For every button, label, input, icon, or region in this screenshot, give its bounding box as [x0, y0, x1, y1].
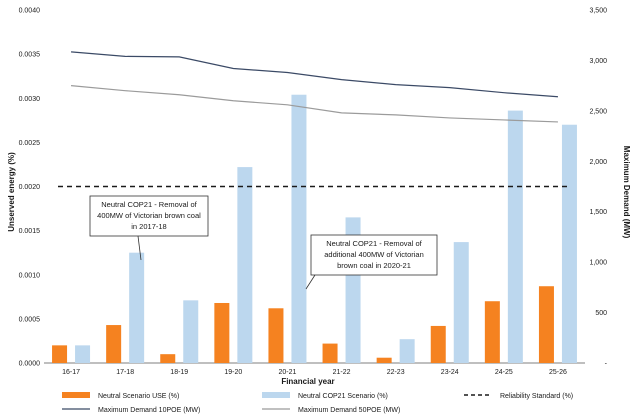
x-tick-label: 17-18 [116, 369, 134, 376]
annotation-leader-line [137, 235, 142, 261]
annotation-text: brown coal in 2020-21 [337, 261, 411, 270]
left-axis-ticks: 0.0000 0.0005 0.0010 0.0015 0.0020 0.0025 0.00… [19, 8, 41, 368]
y2-tick-label: 2,000 [589, 159, 607, 166]
y2-tick-label: 1,000 [589, 260, 607, 267]
annotations: Neutral COP21 - Removal of 400MW of Victo… [89, 195, 438, 290]
annotation-text: in 2017-18 [131, 222, 166, 231]
bar-cop21 [237, 167, 253, 363]
legend-swatch [62, 392, 90, 398]
legend-label: Maximum Demand 50POE (MW) [298, 407, 400, 414]
right-axis-ticks: - 500 1,000 1,500 2,000 2,500 3,000 3,500 [589, 8, 607, 368]
bar-neutral-use [52, 345, 68, 363]
y-tick-label: 0.0010 [19, 272, 41, 279]
x-tick-label: 25-26 [549, 369, 567, 376]
y2-tick-label: 3,500 [589, 8, 607, 15]
bar-cop21 [75, 345, 91, 363]
bar-neutral-use [484, 301, 500, 363]
legend: Neutral Scenario USE (%) Neutral COP21 Sc… [62, 392, 573, 414]
bar-neutral-use [106, 325, 122, 363]
bar-cop21 [507, 110, 523, 363]
bar-neutral-use [322, 343, 338, 363]
bar-series [52, 94, 577, 363]
y-tick-label: 0.0005 [19, 316, 41, 323]
x-tick-label: 23-24 [441, 369, 459, 376]
bar-cop21 [291, 94, 307, 363]
bar-neutral-use [160, 354, 176, 363]
annotation-box [310, 234, 438, 276]
bar-cop21 [129, 252, 145, 363]
bar-cop21 [399, 339, 415, 363]
y-tick-label: 0.0035 [19, 52, 41, 59]
bar-cop21 [453, 242, 469, 363]
y2-tick-label: 3,000 [589, 58, 607, 65]
line-series [58, 51, 571, 188]
x-tick-label: 18-19 [170, 369, 188, 376]
y2-tick-label: 2,500 [589, 108, 607, 115]
legend-label: Maximum Demand 10POE (MW) [98, 407, 200, 414]
x-axis-title: Financial year [281, 377, 334, 386]
bar-neutral-use [430, 325, 446, 363]
annotation-text: additional 400MW of Victorian [324, 250, 424, 259]
annotation-text: 400MW of Victorian brown coal [97, 211, 201, 220]
x-tick-label: 20-21 [278, 369, 296, 376]
y2-tick-label: 1,500 [589, 209, 607, 216]
line-max-demand-50poe [70, 85, 558, 123]
y2-axis-title: Maximum Demand (MW) [622, 146, 631, 239]
bar-neutral-use [268, 308, 284, 363]
y2-tick-label: - [605, 361, 608, 368]
y-tick-label: 0.0030 [19, 96, 41, 103]
y-tick-label: 0.0025 [19, 140, 41, 147]
bar-cop21 [561, 124, 577, 363]
bar-neutral-use [214, 302, 230, 363]
x-axis-ticks: 16-17 17-18 18-19 19-20 20-21 21-22 22-23 23-24… [62, 369, 567, 376]
x-tick-label: 19-20 [224, 369, 242, 376]
bar-neutral-use [538, 286, 554, 363]
legend-label: Neutral Scenario USE (%) [98, 393, 179, 400]
y-tick-label: 0.0015 [19, 228, 41, 235]
x-tick-label: 22-23 [387, 369, 405, 376]
y-axis-title: Unserved energy (%) [7, 152, 16, 232]
legend-swatch [262, 392, 290, 398]
annotation-text: Neutral COP21 - Removal of [101, 200, 197, 209]
bar-neutral-use [376, 357, 392, 363]
annotation-leader-line [305, 274, 316, 290]
line-max-demand-10poe [70, 51, 558, 98]
bar-cop21 [183, 300, 199, 363]
x-tick-label: 24-25 [495, 369, 513, 376]
y-tick-label: 0.0040 [19, 8, 41, 15]
y2-tick-label: 500 [595, 310, 607, 317]
annotation-text: Neutral COP21 - Removal of [326, 239, 422, 248]
legend-label: Neutral COP21 Scenario (%) [298, 393, 388, 400]
legend-label: Reliability Standard (%) [500, 393, 573, 400]
x-tick-label: 16-17 [62, 369, 80, 376]
y-tick-label: 0.0000 [19, 361, 41, 368]
y-tick-label: 0.0020 [19, 184, 41, 191]
annotation-box [89, 195, 209, 237]
x-tick-label: 21-22 [333, 369, 351, 376]
